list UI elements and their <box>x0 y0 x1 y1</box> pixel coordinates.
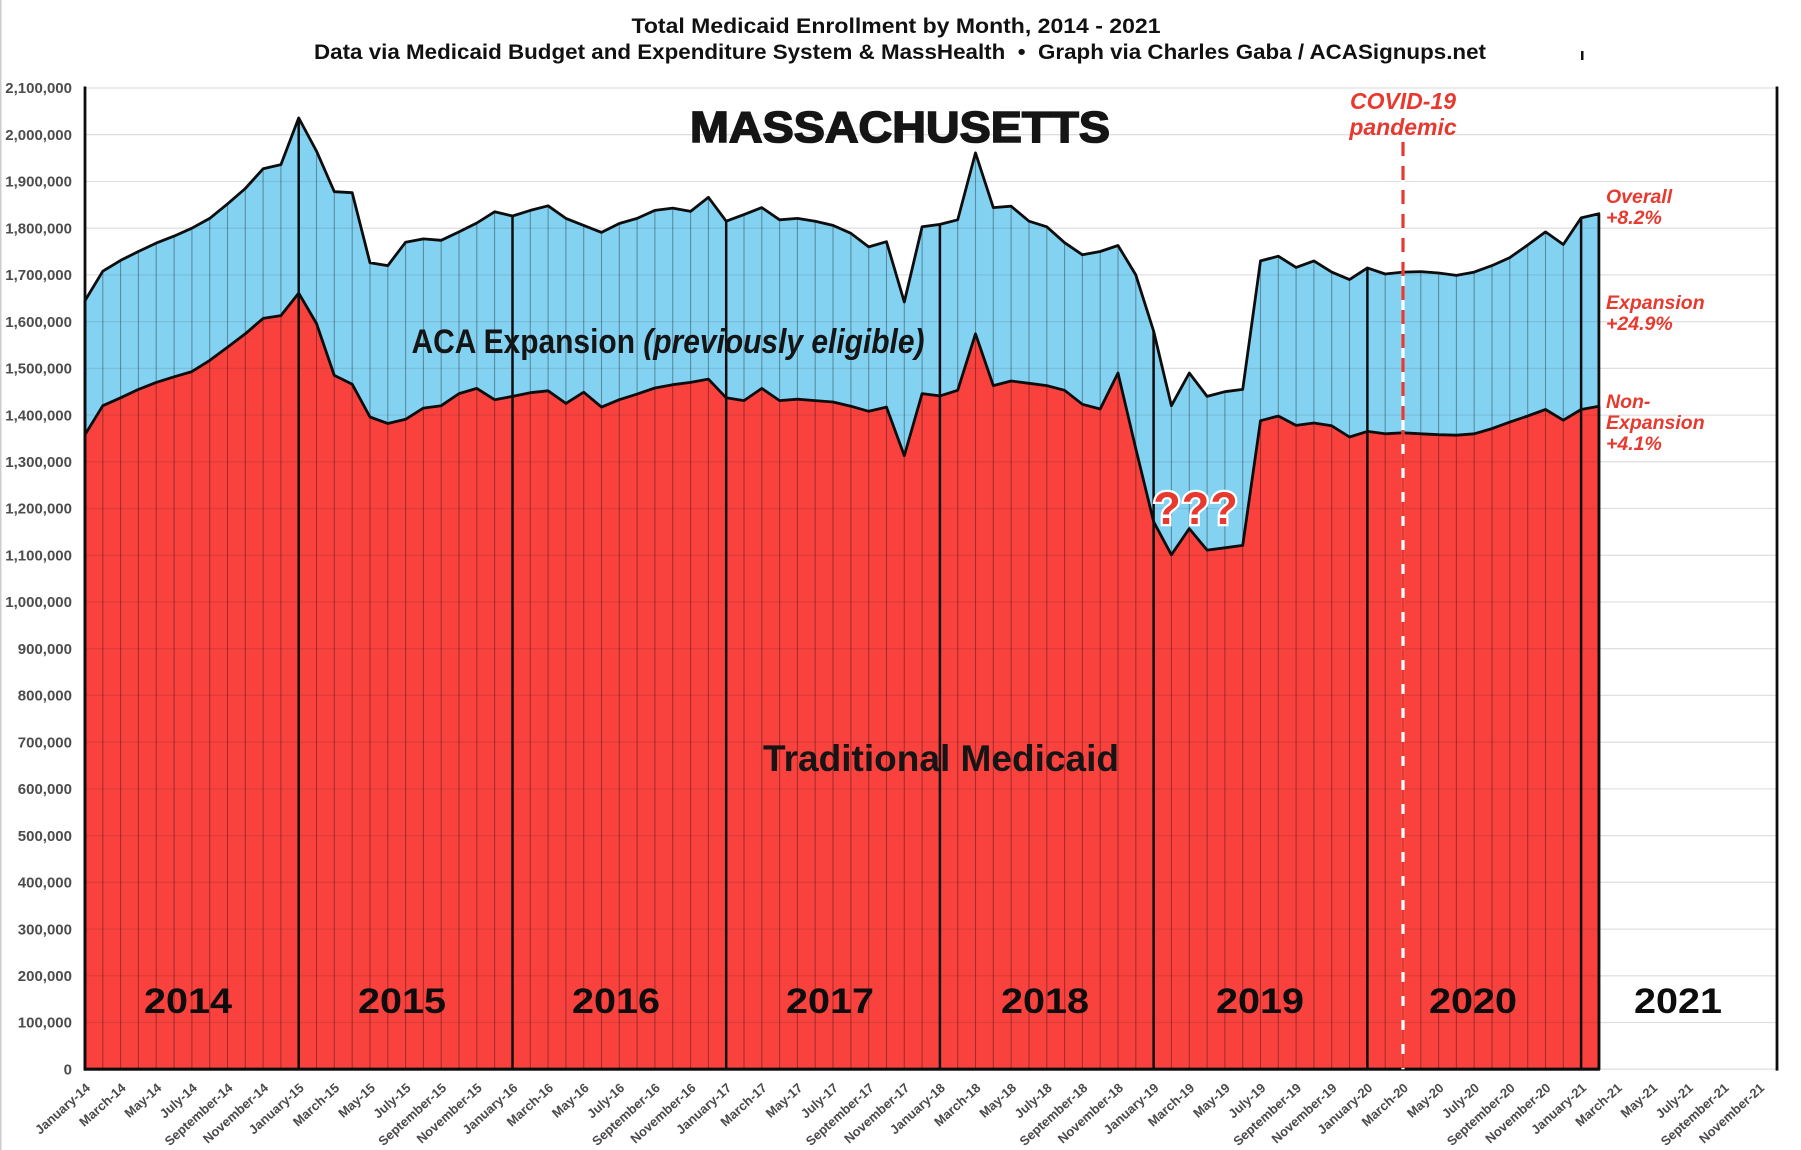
svg-text:+24.9%: +24.9% <box>1606 313 1673 335</box>
svg-text:2016: 2016 <box>572 982 660 1021</box>
svg-text:800,000: 800,000 <box>18 688 72 705</box>
svg-text:Expansion: Expansion <box>1606 292 1705 314</box>
svg-text:COVID-19: COVID-19 <box>1350 88 1456 114</box>
svg-text:???: ??? <box>1153 483 1238 534</box>
svg-text:2017: 2017 <box>786 982 874 1021</box>
svg-text:1,000,000: 1,000,000 <box>5 594 72 611</box>
svg-text:1,300,000: 1,300,000 <box>5 454 72 471</box>
svg-text:1,700,000: 1,700,000 <box>5 267 72 284</box>
svg-text:1,500,000: 1,500,000 <box>5 361 72 378</box>
svg-text:2015: 2015 <box>358 982 446 1021</box>
svg-text:1,200,000: 1,200,000 <box>5 501 72 518</box>
svg-text:1,600,000: 1,600,000 <box>5 314 72 331</box>
svg-text:1,900,000: 1,900,000 <box>5 174 72 191</box>
svg-text:Overall: Overall <box>1606 186 1673 208</box>
svg-text:1,100,000: 1,100,000 <box>5 548 72 565</box>
svg-text:2020: 2020 <box>1429 982 1517 1021</box>
svg-text:Non-: Non- <box>1606 391 1650 413</box>
svg-text:Traditional Medicaid: Traditional Medicaid <box>763 738 1119 779</box>
svg-text:1,400,000: 1,400,000 <box>5 407 72 424</box>
svg-text:ACA Expansion (previously elig: ACA Expansion (previously eligible) <box>412 323 925 361</box>
svg-text:2,100,000: 2,100,000 <box>5 80 72 97</box>
svg-text:600,000: 600,000 <box>18 781 72 798</box>
svg-text:MASSACHUSETTS: MASSACHUSETTS <box>690 103 1110 152</box>
svg-text:0: 0 <box>64 1062 72 1079</box>
svg-text:+4.1%: +4.1% <box>1606 433 1662 455</box>
svg-text:2014: 2014 <box>144 982 233 1021</box>
svg-text:Data via Medicaid Budget and E: Data via Medicaid Budget and Expenditure… <box>314 41 1486 64</box>
svg-text:2019: 2019 <box>1216 982 1304 1021</box>
svg-text:pandemic: pandemic <box>1348 114 1457 140</box>
svg-text:Total Medicaid Enrollment by M: Total Medicaid Enrollment by Month, 2014… <box>632 15 1161 38</box>
svg-text:900,000: 900,000 <box>18 641 72 658</box>
svg-text:100,000: 100,000 <box>18 1015 72 1032</box>
svg-text:500,000: 500,000 <box>18 828 72 845</box>
svg-text:Expansion: Expansion <box>1606 412 1705 434</box>
svg-text:300,000: 300,000 <box>18 921 72 938</box>
svg-text:400,000: 400,000 <box>18 875 72 892</box>
svg-text:1,800,000: 1,800,000 <box>5 220 72 237</box>
svg-text:+8.2%: +8.2% <box>1606 207 1662 229</box>
svg-text:700,000: 700,000 <box>18 734 72 751</box>
svg-text:2,000,000: 2,000,000 <box>5 127 72 144</box>
svg-text:2018: 2018 <box>1001 982 1089 1021</box>
svg-text:200,000: 200,000 <box>18 968 72 985</box>
svg-text:2021: 2021 <box>1634 982 1722 1021</box>
